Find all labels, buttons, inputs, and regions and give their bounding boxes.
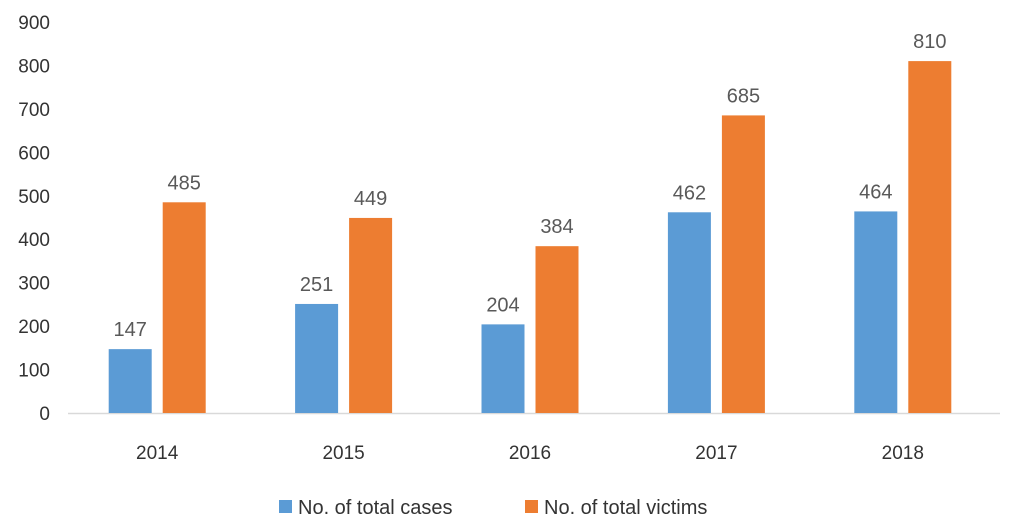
data-labels: 147 485 251 449 204 384 462 685 464 810 <box>114 31 947 341</box>
legend-label-victims: No. of total victims <box>544 497 707 519</box>
y-tick-label-400: 400 <box>18 230 50 251</box>
bar-victims-2014 <box>162 202 206 413</box>
legend: No. of total cases No. of total victims <box>279 497 707 519</box>
bar-victims-2015 <box>349 217 393 413</box>
bar-cases-2014 <box>108 349 152 413</box>
x-tick-label-2018: 2018 <box>882 443 924 464</box>
data-label-victims-2014: 485 <box>168 172 201 194</box>
legend-swatch-victims <box>525 500 538 513</box>
bars <box>108 61 952 414</box>
data-label-cases-2017: 462 <box>673 182 706 204</box>
y-tick-label-200: 200 <box>18 317 50 338</box>
y-tick-label-600: 600 <box>18 143 50 164</box>
bar-cases-2016 <box>481 324 525 413</box>
y-tick-label-100: 100 <box>18 361 50 382</box>
data-label-victims-2016: 384 <box>540 216 573 238</box>
y-axis: 0 100 200 300 400 500 600 700 800 900 <box>18 13 50 425</box>
bar-victims-2016 <box>535 246 579 413</box>
data-label-cases-2018: 464 <box>859 181 892 203</box>
legend-swatch-cases <box>279 500 292 513</box>
y-tick-label-0: 0 <box>39 404 50 425</box>
x-tick-label-2016: 2016 <box>509 443 551 464</box>
data-label-victims-2015: 449 <box>354 188 387 210</box>
y-tick-label-900: 900 <box>18 13 50 34</box>
bar-victims-2017 <box>721 115 765 414</box>
y-tick-label-300: 300 <box>18 274 50 295</box>
x-axis: 2014 2015 2016 2017 2018 <box>68 412 1000 464</box>
data-label-cases-2016: 204 <box>486 294 519 316</box>
data-label-victims-2017: 685 <box>727 85 760 107</box>
data-label-cases-2015: 251 <box>300 274 333 296</box>
legend-label-cases: No. of total cases <box>298 497 453 519</box>
data-label-cases-2014: 147 <box>114 319 147 341</box>
y-tick-label-500: 500 <box>18 187 50 208</box>
bar-cases-2017 <box>667 212 711 413</box>
data-label-victims-2018: 810 <box>913 31 946 53</box>
x-tick-label-2014: 2014 <box>136 443 179 464</box>
y-tick-label-800: 800 <box>18 56 50 77</box>
x-tick-label-2017: 2017 <box>695 443 737 464</box>
y-tick-label-700: 700 <box>18 100 50 121</box>
bar-victims-2018 <box>908 61 952 413</box>
x-tick-label-2015: 2015 <box>322 443 364 464</box>
bar-cases-2018 <box>854 211 898 413</box>
bar-cases-2015 <box>295 303 339 413</box>
